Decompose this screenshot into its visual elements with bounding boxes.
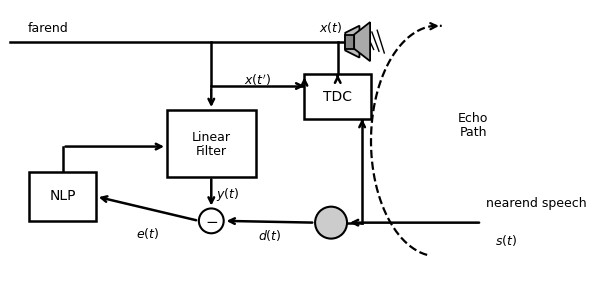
Text: $d(t)$: $d(t)$ bbox=[258, 229, 281, 243]
Text: $x(t')$: $x(t')$ bbox=[244, 72, 271, 88]
Polygon shape bbox=[345, 26, 359, 58]
Text: Filter: Filter bbox=[196, 145, 227, 158]
Text: farend: farend bbox=[28, 22, 68, 35]
Bar bbox=[345, 35, 354, 49]
Text: TDC: TDC bbox=[323, 90, 352, 104]
Bar bbox=[29, 172, 96, 221]
Text: nearend speech: nearend speech bbox=[486, 197, 587, 210]
Text: $y(t)$: $y(t)$ bbox=[216, 186, 239, 203]
Text: Path: Path bbox=[459, 126, 486, 139]
Text: NLP: NLP bbox=[49, 190, 76, 204]
Circle shape bbox=[315, 207, 347, 239]
Circle shape bbox=[199, 208, 224, 233]
Text: $e(t)$: $e(t)$ bbox=[136, 226, 159, 241]
Text: −: − bbox=[205, 215, 217, 230]
Text: Echo: Echo bbox=[458, 112, 488, 125]
Bar bbox=[167, 110, 255, 176]
Bar bbox=[305, 74, 371, 119]
Text: $x(t)$: $x(t)$ bbox=[320, 20, 343, 35]
Text: $s(t)$: $s(t)$ bbox=[495, 233, 517, 248]
Text: Linear: Linear bbox=[192, 131, 231, 144]
Polygon shape bbox=[354, 22, 370, 61]
